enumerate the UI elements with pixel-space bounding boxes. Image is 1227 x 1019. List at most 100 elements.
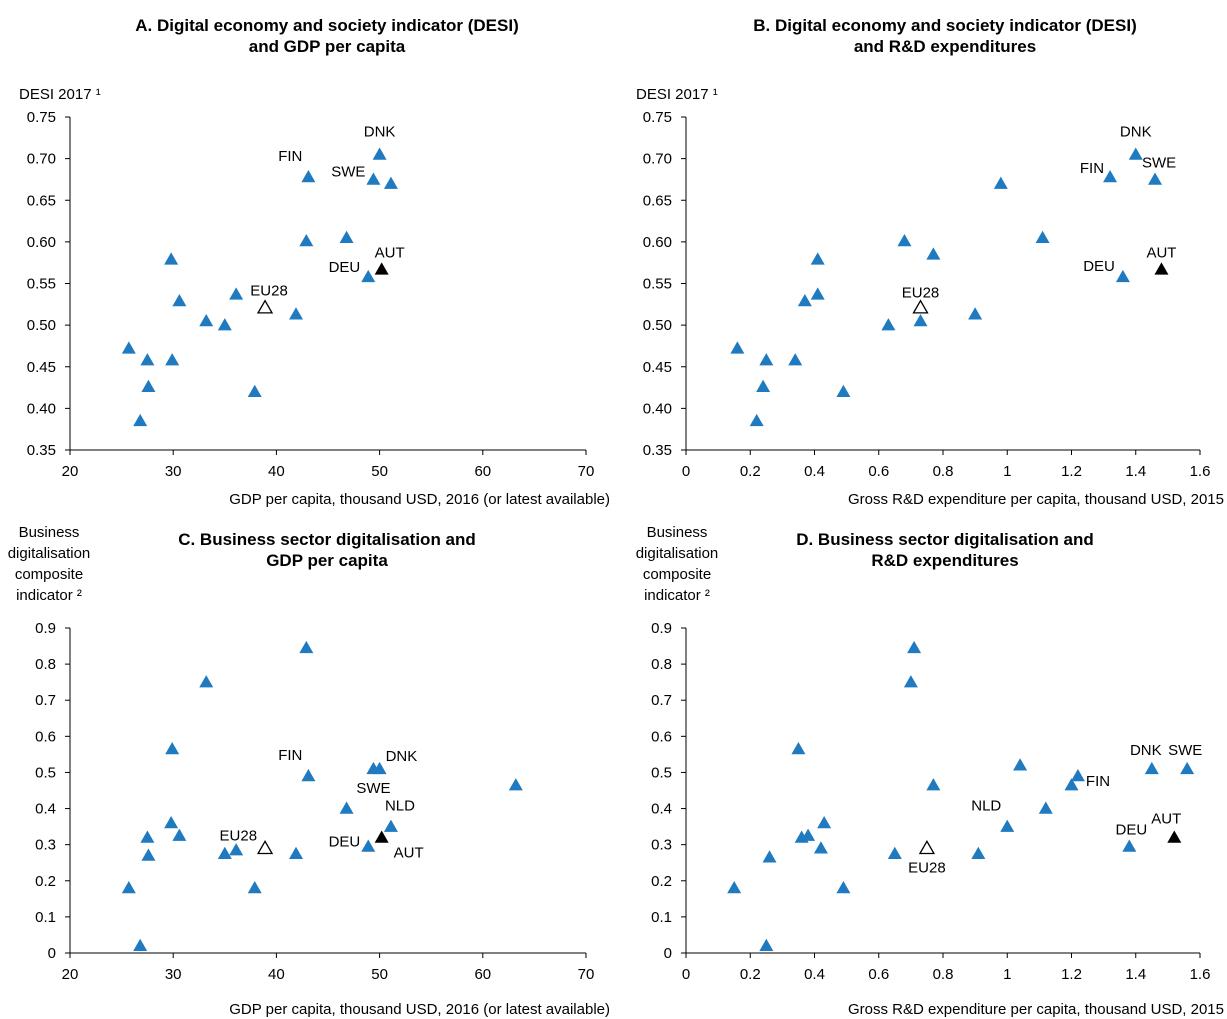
panel-a-data-point: [229, 287, 244, 300]
panel-c-label-nld: NLD: [385, 798, 415, 815]
panel-a-title-line2: and GDP per capita: [249, 37, 406, 56]
panel-c-data-point: [289, 846, 304, 859]
panel-d-point-aut: [1167, 830, 1182, 843]
panel-a-y-axis-label: DESI 2017 ¹: [19, 86, 101, 103]
panel-c-data-point: [508, 778, 523, 791]
panel-a-x-tick-label: 20: [62, 463, 79, 480]
panel-c-y-axis-label-line4: indicator ²: [16, 587, 82, 604]
panel-a-data-point: [141, 379, 156, 392]
panel-a-data-point: [172, 293, 187, 307]
panel-c-y-axis-label-line3: composite: [15, 566, 83, 583]
panel-d-data-point: [759, 938, 774, 952]
panel-c-y-tick-label: 0.1: [35, 909, 56, 926]
panel-d-y-tick-label: 0.3: [651, 837, 672, 854]
panel-c-data-point: [199, 675, 214, 688]
panel-d-y-tick-label: 0.9: [651, 620, 672, 637]
panel-c-data-point: [140, 830, 155, 843]
panel-d-point-dnk: [1144, 761, 1159, 775]
panel-d-data-point: [887, 846, 902, 859]
panel-b-label-eu28: EU28: [902, 285, 940, 302]
panel-b-data-point: [913, 313, 928, 327]
panel-c-point-eu28: [256, 839, 274, 855]
panel-a-label-swe: SWE: [331, 163, 365, 180]
panel-d-x-tick-label: 0: [682, 966, 690, 983]
panel-b-y-tick-label: 0.70: [643, 151, 672, 168]
panel-a-x-tick-label: 60: [474, 463, 491, 480]
panel-a-label-deu: DEU: [329, 259, 361, 276]
panel-d-y-tick-label: 0.2: [651, 873, 672, 890]
panel-b-x-tick-label: 1: [1003, 463, 1011, 480]
panel-c-label-eu28: EU28: [220, 827, 258, 844]
panel-d-y-axis-label-line2: digitalisation: [636, 545, 719, 562]
panel-b-data-point: [756, 379, 771, 392]
panel-c-y-tick-label: 0.5: [35, 764, 56, 781]
panel-c-y-tick-label: 0.3: [35, 837, 56, 854]
panel-a-data-point: [217, 318, 232, 331]
panel-a-y-tick-label: 0.55: [27, 276, 56, 293]
panel-a-point-aut: [374, 262, 389, 275]
panel-c-y-tick-label: 0.4: [35, 801, 56, 818]
panel-d-x-tick-label: 0.4: [804, 966, 825, 983]
panel-d-y-tick-label: 0.7: [651, 692, 672, 709]
panel-b-data-point: [926, 247, 941, 260]
panel-b-data-point: [810, 252, 825, 265]
panel-b-label-aut: AUT: [1146, 244, 1176, 261]
panel-b-data-point: [836, 384, 851, 397]
panel-d-label-deu: DEU: [1115, 821, 1147, 838]
panel-a-point-dnk: [372, 147, 387, 160]
panel-c-x-axis-label: GDP per capita, thousand USD, 2016 (or l…: [229, 1001, 610, 1018]
panel-b-data-point: [730, 341, 745, 354]
panel-d-x-axis-label: Gross R&D expenditure per capita, thousa…: [848, 1001, 1224, 1018]
panel-b-x-tick-label: 0.6: [868, 463, 889, 480]
panel-d-y-axis-label-line1: Business: [647, 524, 708, 541]
panel-c-data-point: [299, 640, 314, 654]
panel-d-label-aut: AUT: [1151, 810, 1181, 827]
panel-b-label-deu: DEU: [1083, 258, 1115, 275]
panel-b-point-aut: [1154, 262, 1169, 275]
panel-d-data-point: [971, 846, 986, 859]
panel-c-point-swe: [366, 761, 381, 775]
panel-a-title-line1: A. Digital economy and society indicator…: [135, 16, 519, 35]
panel-c-data-point: [247, 881, 262, 894]
panel-d-y-axis-label-line4: indicator ²: [644, 587, 710, 604]
panel-d-y-tick-label: 0.4: [651, 801, 672, 818]
panel-b-y-tick-label: 0.50: [643, 317, 672, 334]
panel-c-x-tick-label: 40: [268, 966, 285, 983]
panel-b-point-deu: [1115, 269, 1130, 283]
panel-b-y-tick-label: 0.60: [643, 234, 672, 251]
panel-d-title-line2: R&D expenditures: [871, 551, 1018, 570]
panel-c-data-point: [164, 816, 179, 829]
panel-d-data-point: [801, 828, 816, 841]
panel-a-data-point: [140, 353, 155, 366]
panel-b-data-point: [797, 293, 812, 307]
panel-c-y-tick-label: 0.8: [35, 656, 56, 673]
panel-c-label-deu: DEU: [329, 833, 361, 850]
panel-b-point-fin: [1103, 169, 1118, 183]
panel-c-y-axis-label-line1: Business: [19, 524, 80, 541]
panel-d-point-deu: [1122, 839, 1137, 852]
panel-a-data-point: [164, 252, 179, 265]
panel-a-data-point: [383, 176, 398, 189]
panel-d-point-swe: [1180, 761, 1195, 775]
panel-d-y-tick-label: 0.6: [651, 728, 672, 745]
panel-d-data-point: [1064, 778, 1079, 791]
panel-b-title-line2: and R&D expenditures: [854, 37, 1036, 56]
panel-a-point-eu28: [256, 299, 274, 314]
panel-a-data-point: [121, 341, 136, 354]
panel-a-data-point: [199, 313, 214, 327]
panel-b-data-point: [759, 353, 774, 366]
panel-b-y-tick-label: 0.55: [643, 276, 672, 293]
panel-d-label-eu28: EU28: [908, 859, 946, 876]
panel-a-label-dnk: DNK: [364, 123, 396, 140]
panel-b-x-axis-label: Gross R&D expenditure per capita, thousa…: [848, 491, 1224, 508]
panel-c-y-tick-label: 0.7: [35, 692, 56, 709]
panel-a-y-tick-label: 0.45: [27, 359, 56, 376]
panel-d-data-point: [907, 640, 922, 654]
panel-c-data-point: [121, 881, 136, 894]
panel-b-data-point: [968, 307, 983, 320]
panel-d-data-point: [1038, 801, 1053, 814]
panel-a-y-tick-label: 0.75: [27, 109, 56, 126]
panel-a-data-point: [165, 353, 180, 366]
panel-c-x-tick-label: 30: [165, 966, 182, 983]
